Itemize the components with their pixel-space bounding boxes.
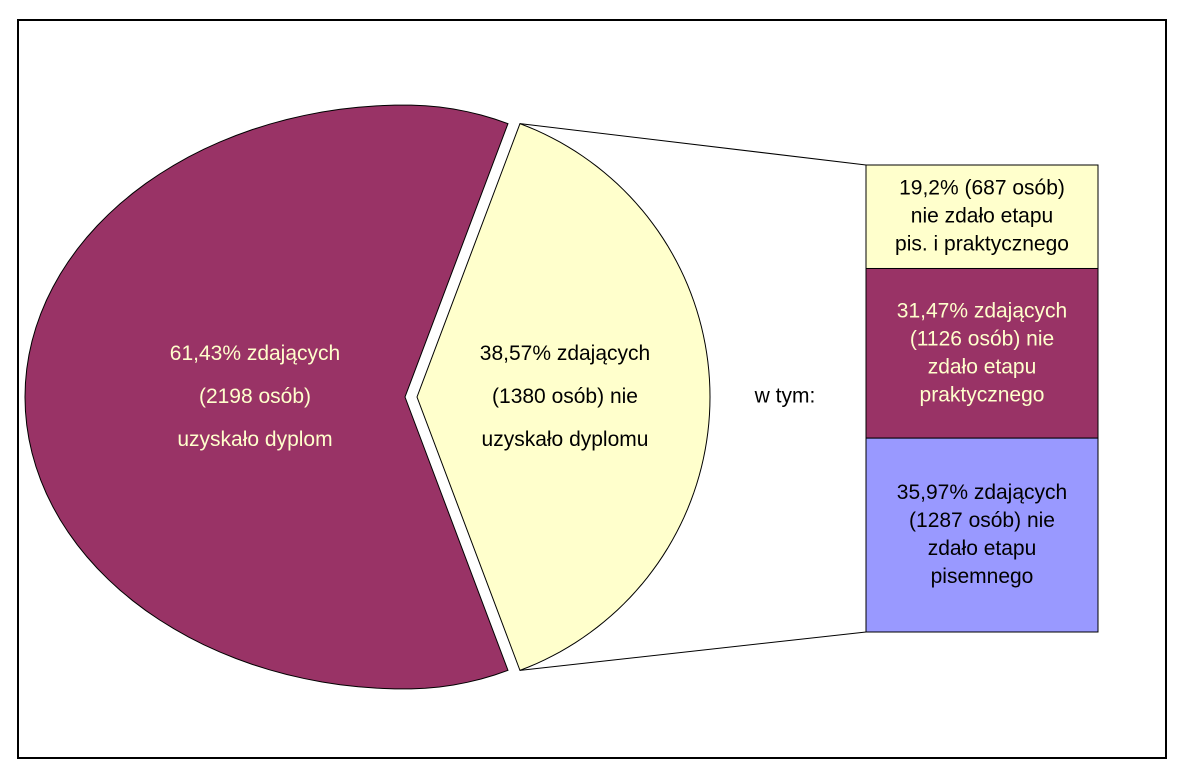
bar-segment	[865, 437, 1099, 633]
bar-segment	[865, 164, 1099, 269]
slice-label: 61,43% zdających (2198 osób) uzyskało dypl…	[170, 342, 340, 451]
pie-slice	[416, 122, 711, 672]
connector	[519, 123, 867, 166]
bar-segment	[865, 267, 1099, 439]
bar-label: 35,97% zdających (1287 osób) nie zdało eta…	[897, 481, 1067, 588]
slice-label: 38,57% zdających (1380 osób) nie uzyskało …	[480, 342, 650, 451]
connector	[519, 631, 867, 671]
pie-slice	[24, 104, 509, 690]
bar-label: 19,2% (687 osób) nie zdało etapu pis. i pr…	[895, 176, 1069, 255]
annotation: w tym:	[754, 385, 816, 408]
bar-label: 31,47% zdających (1126 osób) nie zdało eta…	[897, 299, 1067, 406]
